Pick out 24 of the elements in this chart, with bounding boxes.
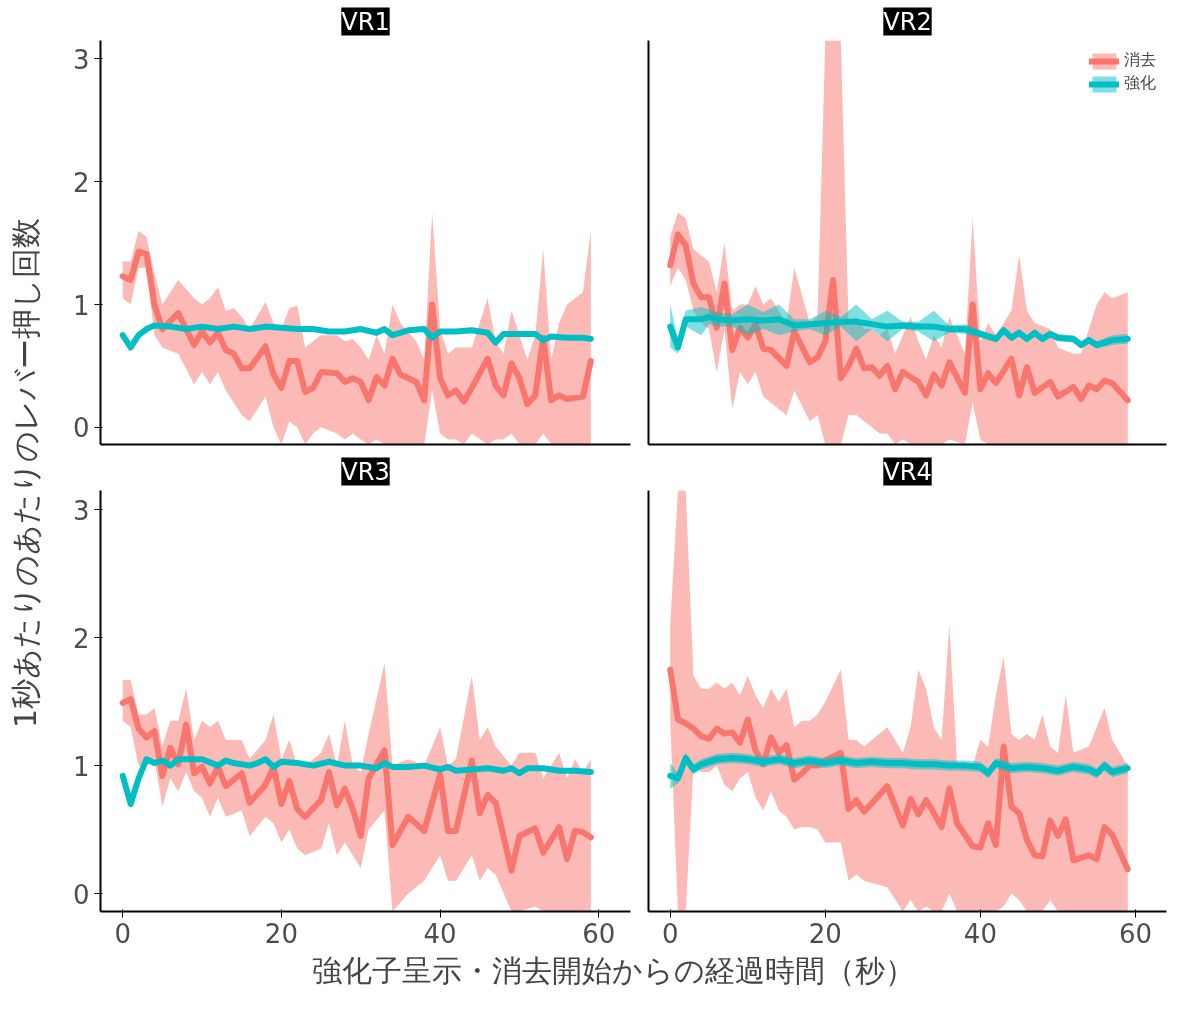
chart-title: VR3	[341, 457, 390, 486]
y-tick-label: 1	[72, 290, 90, 321]
chart-title: VR4	[883, 457, 932, 486]
y-tick-label: 0	[72, 879, 90, 910]
chart-title: VR2	[883, 7, 932, 36]
x-tick-label: 20	[264, 918, 298, 949]
y-tick-label: 2	[72, 623, 90, 654]
x-tick-label: 60	[582, 918, 616, 949]
y-tick-label: 0	[72, 413, 90, 444]
x-tick-label: 40	[963, 918, 997, 949]
x-tick-label: 60	[1118, 918, 1153, 949]
y-tick-label: 3	[72, 44, 90, 75]
y-axis-title: 1秒あたりのあたりのレバー押し回数	[8, 217, 43, 729]
legend-label: 消去	[1124, 50, 1156, 71]
x-tick-label: 20	[808, 918, 842, 949]
y-tick-label: 1	[72, 751, 90, 782]
x-tick-label: 0	[661, 918, 679, 949]
x-axis-title: 強化子呈示・消去開始からの経過時間（秒）	[312, 953, 915, 988]
x-tick-label: 0	[114, 918, 131, 949]
chart-title: VR1	[341, 7, 390, 36]
y-tick-label: 2	[72, 167, 90, 198]
y-tick-label: 3	[72, 495, 90, 526]
legend-label: 強化	[1124, 73, 1156, 94]
x-tick-label: 40	[423, 918, 457, 949]
